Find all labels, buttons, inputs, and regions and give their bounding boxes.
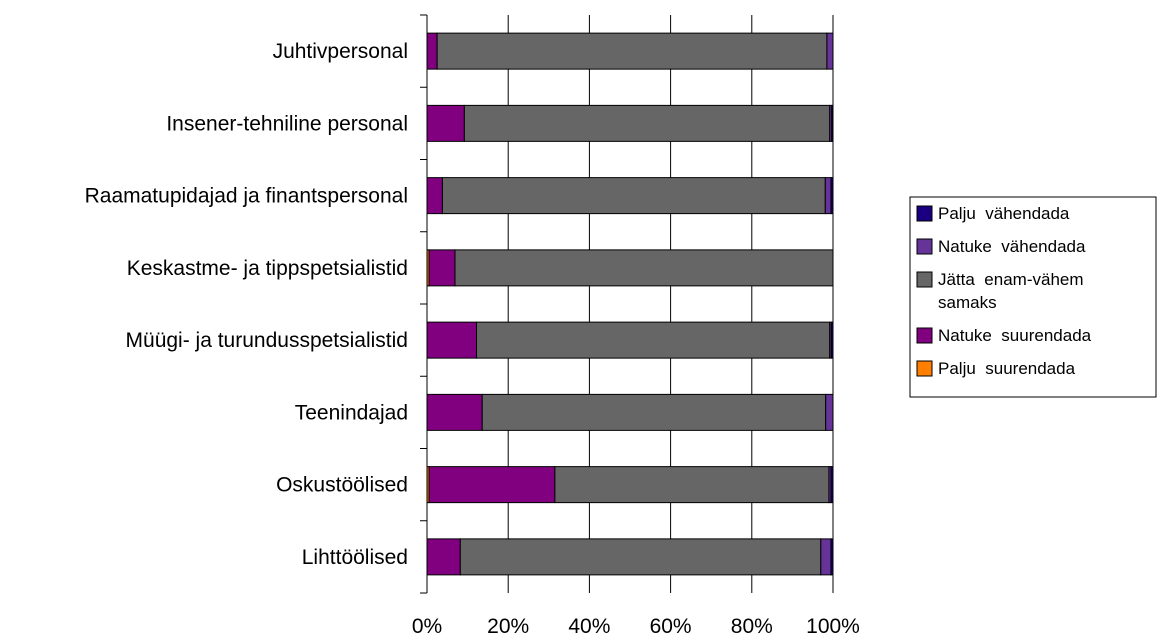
bar-segment [831,104,834,142]
plot-area [426,15,834,593]
category-label: Teenindajad [295,401,408,424]
category-label: Lihttöölised [302,546,408,569]
legend-entry: Palju suurendada [938,359,1076,378]
category-labels: Juhtivpersonal Insener-tehniline personal… [85,40,408,569]
legend-entry: samaks [938,293,997,312]
bar-segment [830,177,834,215]
bar-segment [426,538,461,576]
category-label: Müügi- ja turundusspetsialistid [126,329,408,352]
legend: Palju vähendada Natuke vähendada Jätta ena… [909,196,1157,398]
bar-segment [481,393,827,431]
x-tick-label: 80% [731,615,773,638]
legend-box [909,196,1157,398]
legend-entry: Natuke vähendada [938,237,1086,256]
axes-layer [420,14,428,594]
category-label: Raamatupidajad ja finantspersonal [85,185,408,208]
bar-segment [824,177,832,215]
category-label: Keskastme- ja tippspetsialistid [127,257,408,280]
bar-segment [476,321,831,359]
bar-segment [826,32,834,70]
bar-segment [426,177,443,215]
x-tick-label: 60% [650,615,692,638]
bar-segment [426,321,478,359]
x-tick-label: 0% [412,615,442,638]
category-label: Insener-tehniline personal [166,112,408,135]
bar-segment [830,466,834,504]
bar-segment [426,104,465,142]
bar-segment [454,249,834,287]
bar-segment [830,538,834,576]
bar-segment [441,177,826,215]
bar-segment [428,249,456,287]
category-label: Oskustöölised [276,474,408,497]
legend-swatch [916,271,933,288]
bar-segment [459,538,822,576]
bar-segment [830,321,834,359]
legend-swatch [916,327,933,344]
legend-swatch [916,238,933,255]
legend-entry: Jätta enam-vähem [938,270,1084,289]
bar-segment [426,393,483,431]
legend-swatch [916,205,933,222]
bar-segment [428,466,556,504]
bar-segment [820,538,832,576]
x-tick-label: 20% [487,615,529,638]
bar-segment [426,32,438,70]
bar-segment [463,104,831,142]
x-tick-label: 100% [806,615,860,638]
bar-segment [436,32,828,70]
bar-segment [554,466,830,504]
x-tick-labels: 0% 20% 40% 60% 80% 100% [412,615,860,638]
category-label: Juhtivpersonal [273,40,408,63]
legend-swatch [916,360,933,377]
bars-layer [426,32,834,576]
bar-segment [825,393,834,431]
x-tick-label: 40% [568,615,610,638]
legend-entry: Palju vähendada [938,204,1070,223]
legend-entry: Natuke suurendada [938,326,1092,345]
